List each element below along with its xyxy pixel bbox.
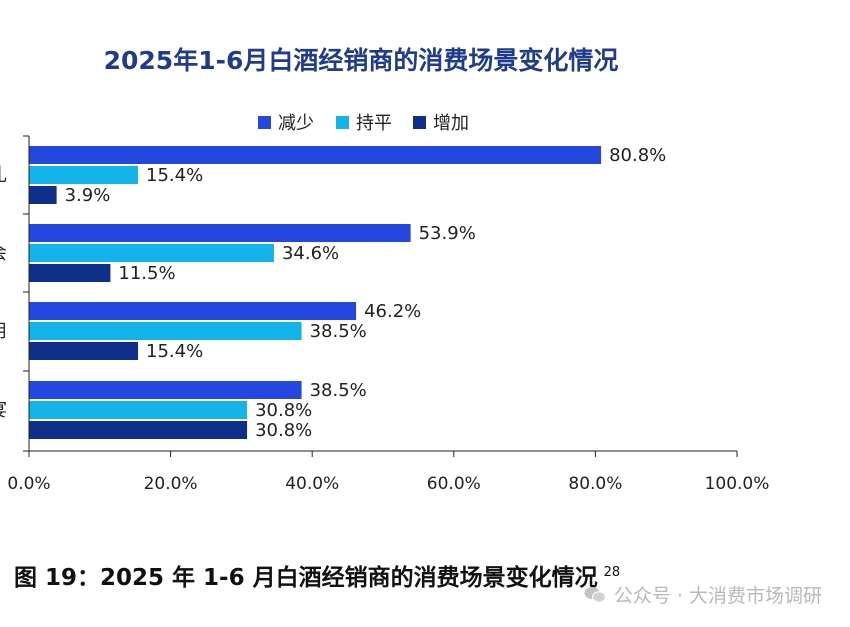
legend-label-2: 增加 [433,113,469,134]
bar-2-2 [29,342,139,360]
legend-label-1: 持平 [356,113,392,134]
page-number: 28 [603,565,621,581]
category-label-1: 会 [0,243,7,264]
chart: 2025年1-6月白酒经销商的消费场景变化情况 减少 持平 增加 80.8% 15.4… [0,46,770,494]
bar-0-1 [29,166,139,184]
watermark-text: 公众号 · 大消费市场调研 [613,585,822,607]
bar-0-0 [29,146,602,164]
value-label-0-0: 80.8% [609,145,666,166]
bar-2-1 [29,322,302,340]
category-label-0: 礼 [0,165,7,186]
axes-group: 0.0% 20.0% 40.0% 60.0% 80.0% 100.0% [7,135,770,494]
x-tick-label-3: 60.0% [427,474,481,494]
x-tick-label-2: 40.0% [285,474,339,494]
value-label-1-1: 34.6% [282,243,339,264]
x-tick-label-4: 80.0% [568,474,622,494]
bar-3-2 [29,421,248,439]
x-tick-label-1: 20.0% [144,474,198,494]
legend: 减少 持平 增加 [258,113,469,134]
x-tick-label-5: 100.0% [705,474,770,494]
value-label-2-0: 46.2% [364,301,421,322]
value-label-2-1: 38.5% [310,321,367,342]
chart-title: 2025年1-6月白酒经销商的消费场景变化情况 [104,46,619,75]
category-label-3: 宴 [0,399,7,421]
legend-swatch-0 [258,116,271,129]
bar-3-1 [29,401,248,419]
value-label-3-2: 30.8% [255,420,312,441]
legend-swatch-2 [413,116,426,129]
value-label-3-0: 38.5% [310,380,367,401]
bar-1-1 [29,244,274,262]
value-label-2-2: 15.4% [146,341,203,362]
value-label-1-0: 53.9% [419,223,476,244]
wechat-icon [584,586,606,603]
bar-2-0 [29,302,357,320]
bars-group: 80.8%15.4%3.9%礼53.9%34.6%11.5%会46.2%38.5… [0,145,666,441]
value-label-0-1: 15.4% [146,165,203,186]
caption-text: 图 19：2025 年 1-6 月白酒经销商的消费场景变化情况 [14,565,598,591]
bar-0-2 [29,186,57,204]
bar-1-2 [29,264,111,282]
bar-1-0 [29,224,411,242]
value-label-3-1: 30.8% [255,400,312,421]
watermark: 公众号 · 大消费市场调研 [584,581,822,608]
legend-label-0: 减少 [278,113,314,134]
bar-3-0 [29,381,302,399]
value-label-0-2: 3.9% [65,185,111,206]
category-label-2: 用 [0,321,7,342]
x-tick-label-0: 0.0% [7,474,50,494]
value-label-1-2: 11.5% [118,263,175,284]
figure-caption: 图 19：2025 年 1-6 月白酒经销商的消费场景变化情况 28 [14,558,620,592]
legend-swatch-1 [336,116,349,129]
